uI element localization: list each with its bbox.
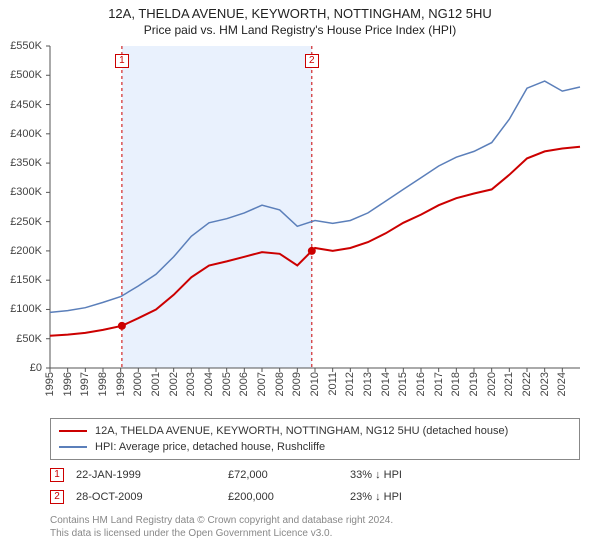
legend-item: 12A, THELDA AVENUE, KEYWORTH, NOTTINGHAM…	[59, 423, 571, 439]
plot-area: 12	[50, 46, 580, 368]
footer-line: Contains HM Land Registry data © Crown c…	[50, 514, 580, 527]
x-tick-label: 2000	[132, 372, 144, 396]
sale-price: £200,000	[228, 491, 338, 503]
legend-label: 12A, THELDA AVENUE, KEYWORTH, NOTTINGHAM…	[95, 425, 508, 437]
x-tick-label: 1997	[79, 372, 91, 396]
title-main: 12A, THELDA AVENUE, KEYWORTH, NOTTINGHAM…	[0, 6, 600, 21]
y-tick-label: £450K	[10, 99, 42, 111]
x-tick-label: 2013	[362, 372, 374, 396]
title-sub: Price paid vs. HM Land Registry's House …	[0, 23, 600, 37]
y-tick-label: £50K	[16, 333, 42, 345]
x-tick-label: 2004	[203, 372, 215, 396]
chart-marker-icon: 2	[305, 54, 319, 68]
y-axis-ticks: £0£50K£100K£150K£200K£250K£300K£350K£400…	[0, 46, 46, 368]
y-tick-label: £550K	[10, 40, 42, 52]
x-tick-label: 2005	[221, 372, 233, 396]
y-tick-label: £150K	[10, 274, 42, 286]
x-tick-label: 2007	[256, 372, 268, 396]
chart-marker-icon: 1	[115, 54, 129, 68]
sale-delta: 33% ↓ HPI	[350, 469, 470, 481]
x-tick-label: 2015	[397, 372, 409, 396]
x-tick-label: 2012	[344, 372, 356, 396]
x-tick-label: 2016	[415, 372, 427, 396]
table-row: 1 22-JAN-1999 £72,000 33% ↓ HPI	[50, 464, 580, 486]
sale-delta: 23% ↓ HPI	[350, 491, 470, 503]
footer: Contains HM Land Registry data © Crown c…	[50, 514, 580, 540]
sale-marker-icon: 1	[50, 468, 64, 482]
legend-swatch-icon	[59, 430, 87, 432]
y-tick-label: £300K	[10, 186, 42, 198]
title-block: 12A, THELDA AVENUE, KEYWORTH, NOTTINGHAM…	[0, 0, 600, 37]
footer-line: This data is licensed under the Open Gov…	[50, 527, 580, 540]
x-axis-ticks: 1995199619971998199920002001200220032004…	[50, 370, 580, 414]
sales-table: 1 22-JAN-1999 £72,000 33% ↓ HPI 2 28-OCT…	[50, 464, 580, 508]
table-row: 2 28-OCT-2009 £200,000 23% ↓ HPI	[50, 486, 580, 508]
x-tick-label: 2003	[185, 372, 197, 396]
x-tick-label: 1999	[115, 372, 127, 396]
y-tick-label: £0	[30, 362, 42, 374]
x-tick-label: 2002	[168, 372, 180, 396]
x-tick-label: 2022	[521, 372, 533, 396]
x-tick-label: 2019	[468, 372, 480, 396]
legend: 12A, THELDA AVENUE, KEYWORTH, NOTTINGHAM…	[50, 418, 580, 460]
x-tick-label: 2001	[150, 372, 162, 396]
legend-swatch-icon	[59, 446, 87, 448]
x-tick-label: 2023	[539, 372, 551, 396]
x-tick-label: 2008	[274, 372, 286, 396]
y-tick-label: £100K	[10, 303, 42, 315]
x-tick-label: 2024	[556, 372, 568, 396]
sale-date: 22-JAN-1999	[76, 469, 216, 481]
x-tick-label: 2017	[433, 372, 445, 396]
legend-item: HPI: Average price, detached house, Rush…	[59, 439, 571, 455]
y-tick-label: £400K	[10, 128, 42, 140]
x-tick-label: 2018	[450, 372, 462, 396]
y-tick-label: £250K	[10, 216, 42, 228]
y-tick-label: £500K	[10, 69, 42, 81]
x-tick-label: 2021	[503, 372, 515, 396]
y-tick-label: £200K	[10, 245, 42, 257]
legend-label: HPI: Average price, detached house, Rush…	[95, 441, 325, 453]
x-tick-label: 1998	[97, 372, 109, 396]
y-tick-label: £350K	[10, 157, 42, 169]
x-tick-label: 2020	[486, 372, 498, 396]
x-tick-label: 2010	[309, 372, 321, 396]
x-tick-label: 2014	[380, 372, 392, 396]
x-tick-label: 1996	[62, 372, 74, 396]
chart-container: 12A, THELDA AVENUE, KEYWORTH, NOTTINGHAM…	[0, 0, 600, 560]
x-tick-label: 1995	[44, 372, 56, 396]
x-tick-label: 2006	[238, 372, 250, 396]
x-tick-label: 2011	[327, 372, 339, 396]
x-tick-label: 2009	[291, 372, 303, 396]
chart-svg	[45, 44, 585, 376]
sale-marker-icon: 2	[50, 490, 64, 504]
sale-date: 28-OCT-2009	[76, 491, 216, 503]
sale-price: £72,000	[228, 469, 338, 481]
